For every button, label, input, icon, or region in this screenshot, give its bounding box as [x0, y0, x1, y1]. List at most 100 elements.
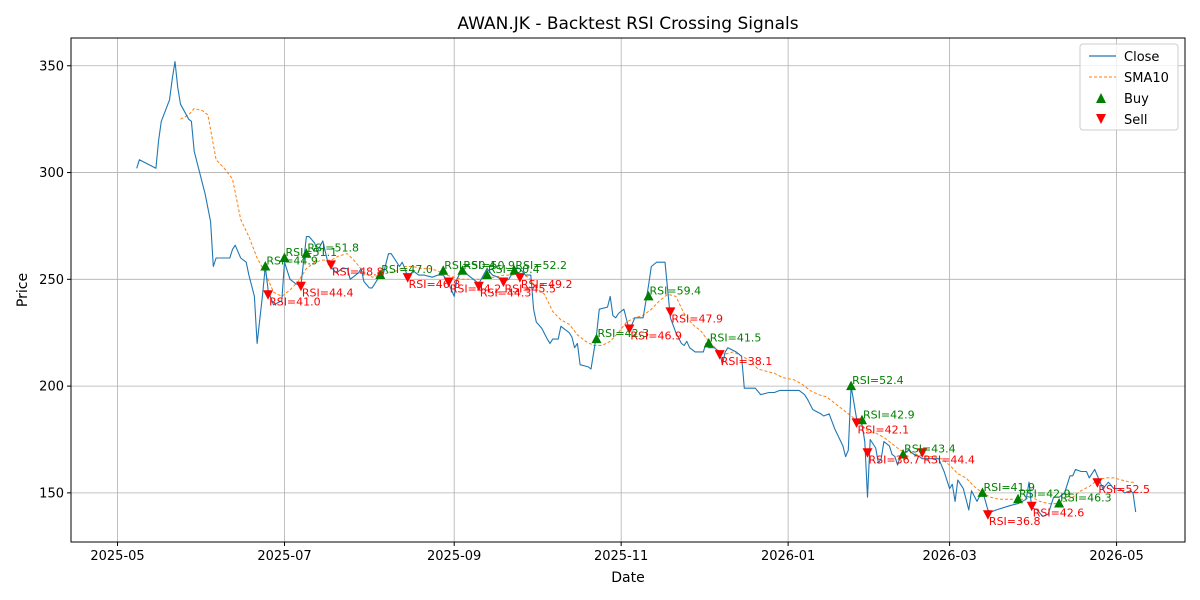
sell-marker [665, 307, 676, 317]
sell-marker [402, 273, 413, 283]
legend-sma-label: SMA10 [1124, 71, 1169, 86]
x-tick-label: 2025-07 [257, 549, 311, 564]
sell-annotation: RSI=49.2 [521, 278, 573, 291]
sell-marker [263, 290, 274, 300]
x-tick-label: 2025-05 [90, 549, 144, 564]
buy-annotation: RSI=43.4 [904, 442, 956, 455]
x-axis-title: Date [611, 570, 644, 586]
buy-marker [643, 290, 654, 301]
sell-marker [443, 277, 454, 287]
y-tick-label: 250 [39, 273, 64, 288]
x-tick-label: 2025-11 [594, 549, 648, 564]
sell-annotation: RSI=36.7 [868, 453, 920, 466]
sell-annotation: RSI=41.0 [269, 295, 321, 308]
sma10-line [180, 108, 1136, 505]
buy-marker [846, 380, 857, 391]
legend-close-label: Close [1124, 50, 1159, 65]
buy-marker [260, 261, 271, 271]
sell-annotation: RSI=46.8 [409, 278, 461, 291]
y-tick-label: 350 [39, 59, 64, 74]
sell-annotation: RSI=42.6 [1033, 507, 1085, 520]
x-axis-ticks: 2025-05 2025-07 2025-09 2025-11 2026-01 2026-… [90, 542, 1144, 564]
y-tick-label: 300 [39, 166, 64, 181]
sell-marker [473, 281, 484, 292]
sell-marker [326, 260, 337, 270]
buy-annotation: RSI=50.9 [463, 259, 515, 272]
sell-marker [982, 510, 993, 520]
buy-marker [509, 265, 520, 275]
legend-sell-marker [1096, 114, 1106, 124]
buy-annotation: RSI=50.4 [488, 263, 540, 276]
sell-marker [1026, 501, 1037, 512]
buy-annotation: RSI=52.4 [852, 374, 904, 387]
x-tick-label: 2026-03 [922, 549, 976, 564]
legend-box [1079, 43, 1179, 131]
grid [71, 38, 1185, 542]
buy-annotation: RSI=59.4 [650, 284, 702, 297]
sell-marker [917, 448, 928, 458]
legend-buy-label: Buy [1124, 92, 1149, 107]
sell-marker [1092, 478, 1103, 488]
sell-annotation: RSI=52.5 [1098, 483, 1150, 496]
buy-marker [279, 252, 290, 262]
buy-marker [591, 333, 602, 344]
x-tick-label: 2026-05 [1089, 549, 1143, 564]
sell-annotation: RSI=48.8 [332, 265, 384, 278]
sell-annotation: RSI=38.1 [721, 355, 773, 368]
close-line [136, 60, 1137, 517]
sell-marker [862, 448, 873, 458]
sell-annotation: RSI=44.2 [450, 282, 502, 295]
buy-marker [438, 265, 449, 275]
y-axis-ticks: 150 200 250 300 350 [39, 59, 71, 501]
sell-marker [624, 324, 635, 334]
sell-annotation: RSI=36.8 [989, 515, 1041, 528]
legend-buy-marker [1096, 93, 1106, 103]
buy-annotation: RSI=42.3 [598, 327, 650, 340]
buy-marker [977, 487, 988, 497]
buy-marker [898, 448, 909, 459]
buy-annotation: RSI=51.8 [307, 242, 359, 255]
buy-marker [375, 269, 386, 280]
buy-marker [1054, 498, 1065, 508]
sell-annotation: RSI=44.4 [302, 287, 354, 300]
sell-marker [295, 281, 306, 292]
sell-annotation: RSI=44.4 [923, 453, 975, 466]
buy-annotation: RSI=44.9 [266, 255, 318, 268]
close-series [136, 60, 1137, 517]
buy-marker [1013, 493, 1024, 504]
buy-annotation: RSI=50.4 [444, 259, 496, 272]
sell-annotation: RSI=44.3 [480, 287, 532, 300]
plot-frame [70, 37, 1186, 543]
sell-marker [851, 418, 862, 428]
y-axis-title: Price [15, 273, 31, 307]
x-tick-label: 2026-01 [761, 549, 815, 564]
sell-marker [498, 277, 509, 287]
sell-annotation: RSI=45.5 [504, 282, 556, 295]
sell-annotation: RSI=46.9 [630, 329, 682, 342]
legend: Close SMA10 Buy Sell [1079, 43, 1179, 131]
buy-marker [482, 269, 493, 280]
sell-annotation: RSI=42.1 [858, 423, 910, 436]
buy-annotation: RSI=42.9 [863, 408, 915, 421]
legend-sell-label: Sell [1124, 113, 1147, 128]
y-tick-label: 150 [39, 486, 64, 501]
buy-marker [703, 337, 714, 348]
buy-annotation: RSI=52.2 [515, 259, 567, 272]
buy-annotation: RSI=41.9 [983, 481, 1035, 494]
sma10-series [180, 108, 1136, 505]
buy-annotation: RSI=46.3 [1060, 492, 1112, 505]
buy-annotation: RSI=51.1 [285, 246, 337, 259]
buy-marker [457, 265, 468, 275]
buy-annotation: RSI=47.0 [381, 263, 433, 276]
buy-marker [301, 248, 312, 258]
y-tick-label: 200 [39, 380, 64, 395]
sell-annotation: RSI=47.9 [671, 312, 723, 325]
buy-annotation: RSI=42.9 [1019, 487, 1071, 500]
x-tick-label: 2025-09 [427, 549, 481, 564]
signal-markers [260, 248, 1103, 520]
chart-title: AWAN.JK - Backtest RSI Crossing Signals [457, 14, 798, 34]
sell-marker [514, 273, 525, 283]
